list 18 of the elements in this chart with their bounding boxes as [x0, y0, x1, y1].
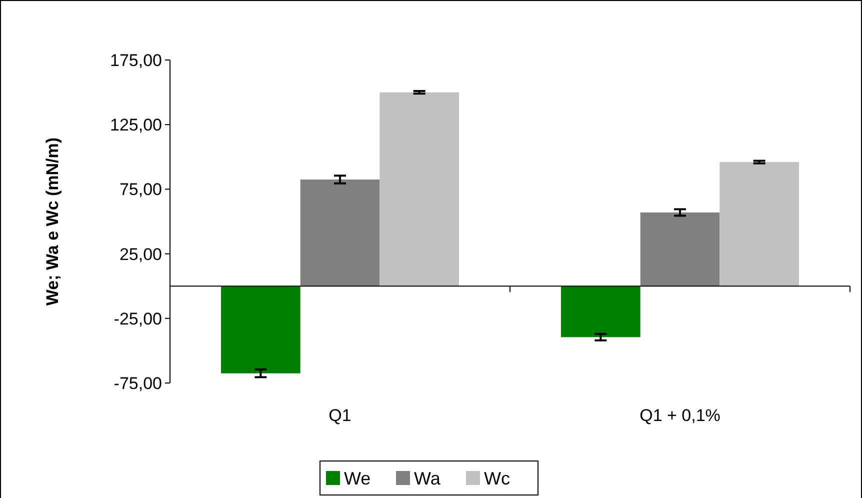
y-tick-label: 25,00 [119, 244, 162, 264]
legend-label: Wc [484, 468, 510, 488]
bar [300, 180, 380, 286]
legend-label: Wa [414, 468, 442, 488]
y-tick-label: 175,00 [110, 50, 162, 70]
bar [561, 286, 640, 338]
bar [221, 286, 300, 374]
x-tick-label: Q1 + 0,1% [640, 406, 720, 425]
legend-label: We [344, 468, 371, 488]
bar [380, 92, 459, 286]
y-axis-title: We; Wa e Wc (mN/m) [43, 137, 62, 306]
x-tick-label: Q1 [328, 406, 352, 425]
bar [720, 162, 799, 286]
y-tick-label: 75,00 [119, 180, 162, 200]
y-tick-label: -75,00 [114, 374, 162, 393]
bar [640, 212, 720, 286]
y-tick-label: -25,00 [114, 309, 162, 328]
y-tick-label: 125,00 [110, 116, 162, 135]
